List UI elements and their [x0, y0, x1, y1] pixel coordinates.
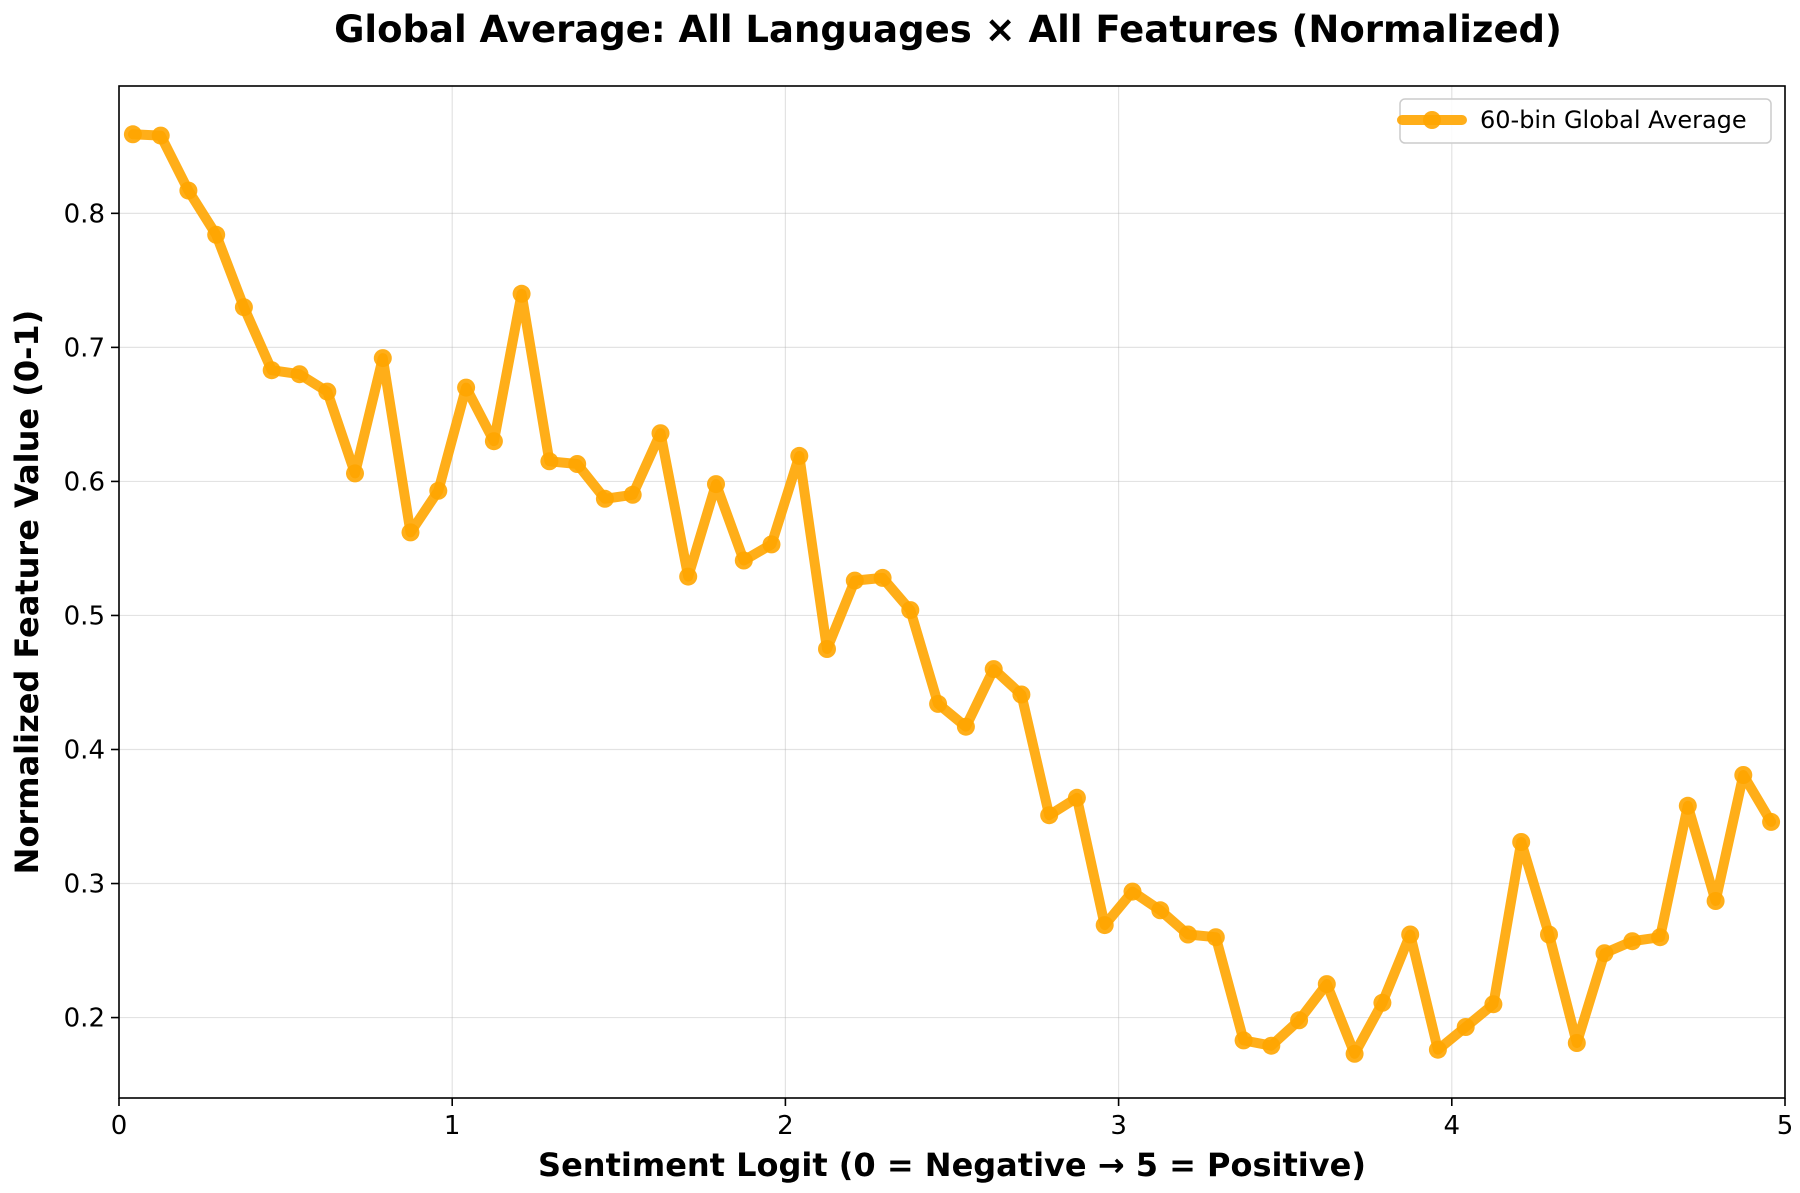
y-tick-label: 0.3	[64, 870, 105, 900]
data-point	[818, 640, 836, 658]
data-point	[207, 225, 226, 244]
data-point	[1095, 916, 1114, 935]
data-point	[151, 126, 170, 145]
data-point	[1067, 788, 1086, 807]
data-point	[1040, 806, 1059, 825]
data-point	[540, 452, 559, 471]
data-point	[1567, 1034, 1586, 1052]
data-point	[873, 568, 892, 587]
data-point	[457, 378, 476, 397]
data-point	[1012, 685, 1031, 704]
data-point	[1456, 1018, 1475, 1036]
x-tick-label: 0	[111, 1111, 128, 1141]
plot-series	[123, 125, 1781, 1063]
data-point	[845, 571, 864, 590]
data-point	[595, 489, 614, 508]
x-tick-label: 2	[777, 1111, 794, 1141]
data-point	[707, 475, 725, 494]
series-line	[127, 129, 1777, 1059]
data-point	[1762, 812, 1781, 831]
data-point	[790, 446, 809, 465]
data-point	[1512, 833, 1531, 851]
x-axis-label: Sentiment Logit (0 = Negative → 5 = Posi…	[538, 1146, 1366, 1184]
data-point	[484, 432, 503, 451]
data-point	[290, 365, 309, 384]
data-point	[1401, 925, 1420, 944]
y-tick-label: 0.4	[64, 735, 105, 765]
data-point	[1290, 1011, 1309, 1030]
plot-frame	[118, 85, 1786, 1099]
data-point	[234, 298, 253, 317]
data-point	[901, 601, 920, 620]
data-point	[1151, 901, 1170, 920]
data-point	[1123, 882, 1142, 901]
data-point	[262, 361, 281, 380]
data-point	[346, 464, 364, 483]
data-point	[373, 349, 392, 368]
data-point	[1317, 975, 1336, 994]
data-point	[179, 181, 198, 200]
data-point	[1734, 766, 1753, 784]
y-axis-ticks: 0.2 0.3 0.4 0.5 0.6 0.7 0.8	[64, 199, 119, 1034]
y-tick-label: 0.6	[64, 467, 105, 497]
data-point	[568, 455, 587, 473]
data-point	[1651, 928, 1670, 947]
data-point	[1234, 1031, 1253, 1050]
x-tick-label: 3	[1110, 1111, 1127, 1141]
y-tick-label: 0.5	[64, 601, 105, 631]
data-point	[1595, 944, 1614, 963]
data-point	[1345, 1044, 1364, 1063]
data-point	[651, 424, 670, 443]
x-axis-ticks: 0 1 2 3 4 5	[111, 1098, 1794, 1141]
data-point	[401, 523, 420, 542]
data-point	[318, 382, 337, 401]
data-point	[623, 485, 642, 504]
data-point	[1428, 1040, 1447, 1059]
x-tick-label: 4	[1444, 1111, 1461, 1141]
data-point	[1706, 892, 1725, 910]
data-point	[679, 567, 698, 586]
grid-lines	[118, 86, 1786, 1098]
data-point	[1179, 925, 1197, 944]
data-point	[1678, 796, 1697, 815]
data-point	[929, 694, 948, 713]
data-point	[429, 481, 448, 500]
data-point	[1540, 925, 1558, 944]
data-point	[512, 284, 531, 303]
data-point	[734, 551, 753, 570]
data-point	[1484, 995, 1503, 1014]
data-point	[1206, 928, 1225, 947]
data-point	[762, 535, 781, 554]
legend: 60-bin Global Average	[1397, 98, 1772, 144]
y-axis-label: Normalized Feature Value (0-1)	[8, 310, 46, 875]
chart-title: Global Average: All Languages × All Feat…	[334, 8, 1562, 51]
data-point	[984, 660, 1003, 679]
data-point	[956, 717, 975, 736]
x-tick-label: 1	[444, 1111, 461, 1141]
y-tick-label: 0.8	[64, 199, 105, 229]
data-point	[123, 125, 142, 144]
y-tick-label: 0.7	[64, 333, 105, 363]
legend-label: 60-bin Global Average	[1480, 106, 1747, 134]
data-point	[1373, 993, 1392, 1012]
data-point	[1623, 932, 1642, 951]
x-tick-label: 5	[1777, 1111, 1794, 1141]
legend-marker-swatch	[1423, 111, 1441, 129]
data-point	[1262, 1036, 1281, 1055]
y-tick-label: 0.2	[64, 1004, 105, 1034]
